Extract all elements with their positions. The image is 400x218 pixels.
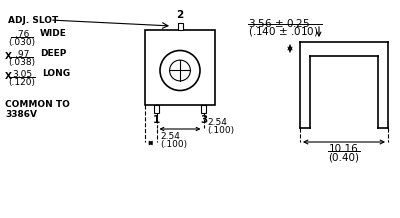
Text: X: X xyxy=(5,52,12,61)
Text: 3: 3 xyxy=(200,115,207,125)
Text: (.140 $\pm$ .010): (.140 $\pm$ .010) xyxy=(248,25,319,38)
Text: ADJ. SLOT: ADJ. SLOT xyxy=(8,16,58,25)
Text: (.120): (.120) xyxy=(8,78,36,87)
Circle shape xyxy=(170,60,190,81)
Bar xyxy=(145,30,215,105)
Text: .97: .97 xyxy=(15,50,29,59)
Text: 2.54: 2.54 xyxy=(160,132,180,141)
Circle shape xyxy=(160,51,200,90)
Text: (0.40): (0.40) xyxy=(328,152,360,162)
Bar xyxy=(178,23,182,30)
Text: COMMON TO: COMMON TO xyxy=(5,100,70,109)
Text: WIDE: WIDE xyxy=(40,29,67,39)
Text: (.038): (.038) xyxy=(8,58,36,67)
Text: 2: 2 xyxy=(176,10,184,20)
Text: LONG: LONG xyxy=(42,70,70,78)
Text: 3.56 $\pm$ 0.25: 3.56 $\pm$ 0.25 xyxy=(248,17,310,29)
Text: DEEP: DEEP xyxy=(40,49,66,58)
Bar xyxy=(154,105,159,113)
Bar xyxy=(201,105,206,113)
Text: 1: 1 xyxy=(153,115,160,125)
Text: 2.54: 2.54 xyxy=(208,118,227,127)
Text: 3386V: 3386V xyxy=(5,110,37,119)
Text: X: X xyxy=(5,72,12,81)
Text: (.030): (.030) xyxy=(8,38,36,47)
Text: .76: .76 xyxy=(15,30,29,39)
Text: (.100): (.100) xyxy=(208,126,235,135)
Text: 3.05: 3.05 xyxy=(12,70,32,79)
Text: 10.16: 10.16 xyxy=(329,144,359,154)
Text: (.100): (.100) xyxy=(160,140,188,149)
